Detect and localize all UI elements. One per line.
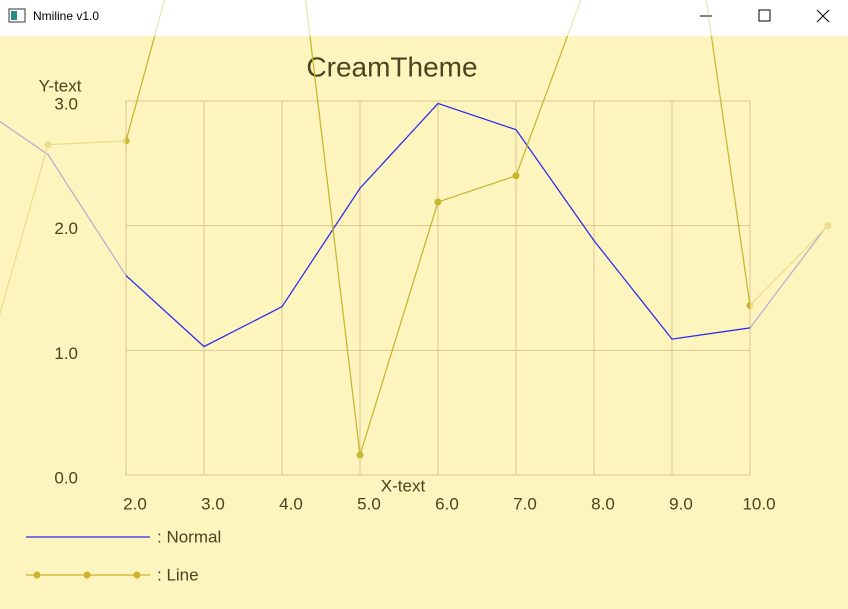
x-tick-label: 2.0 xyxy=(123,494,147,513)
y-tick-label: 1.0 xyxy=(54,344,78,363)
legend-label: : Normal xyxy=(157,527,221,546)
point xyxy=(126,137,130,145)
y-tick-label: 0.0 xyxy=(54,468,78,487)
app-icon-part xyxy=(11,11,17,20)
x-tick-label: 9.0 xyxy=(669,494,693,513)
chart-title: CreamTheme xyxy=(306,51,477,82)
x-tick-label: 4.0 xyxy=(279,494,303,513)
x-tick-label: 10.0 xyxy=(742,494,775,513)
legend-marker xyxy=(83,571,91,579)
title-bar xyxy=(0,0,848,36)
x-tick-label: 5.0 xyxy=(357,494,381,513)
x-tick-label: 8.0 xyxy=(591,494,615,513)
x-tick-label: 7.0 xyxy=(513,494,537,513)
y-tick-label: 3.0 xyxy=(54,94,78,113)
x-tick-label: 3.0 xyxy=(201,494,225,513)
window-title: Nmiline v1.0 xyxy=(33,9,99,23)
series-line xyxy=(126,102,750,348)
point xyxy=(746,301,750,309)
point xyxy=(512,172,520,180)
x-tick-label: 6.0 xyxy=(435,494,459,513)
legend-marker xyxy=(33,571,41,579)
y-axis-label: Y-text xyxy=(39,76,82,95)
series-line xyxy=(126,36,750,456)
point xyxy=(824,222,832,230)
close-button[interactable] xyxy=(816,9,830,23)
x-axis-label: X-text xyxy=(381,476,426,495)
point xyxy=(44,141,52,149)
legend-marker xyxy=(133,571,141,579)
point xyxy=(434,198,442,206)
y-tick-label: 2.0 xyxy=(54,219,78,238)
chart-background xyxy=(0,36,848,609)
point xyxy=(356,451,364,459)
legend-label: : Line xyxy=(157,565,199,584)
maximize-button[interactable] xyxy=(758,9,771,22)
